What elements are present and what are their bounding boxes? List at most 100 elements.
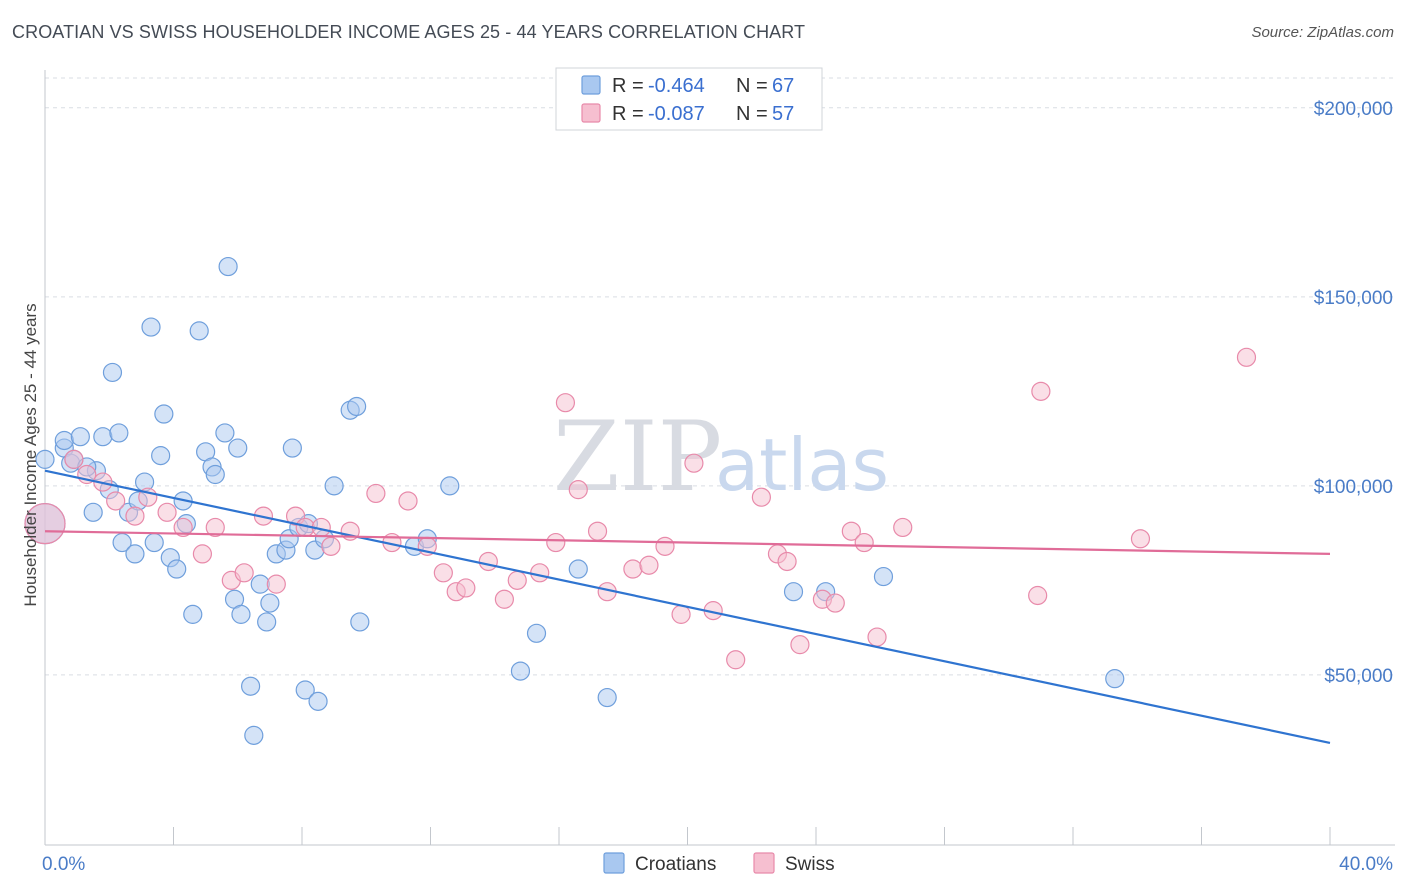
swiss-point-51 bbox=[867, 627, 887, 647]
trend-lines bbox=[44, 469, 1331, 745]
x-tick-label-0: 0.0% bbox=[42, 854, 85, 875]
swiss-point-50 bbox=[854, 532, 874, 553]
croatians-point-47 bbox=[295, 680, 315, 700]
legend-croatians-r-label: R = bbox=[612, 75, 644, 97]
swiss-point-20 bbox=[366, 483, 386, 504]
croatians-point-44 bbox=[282, 438, 302, 458]
legend-swiss-n-value: 57 bbox=[772, 103, 794, 125]
chart-title: CROATIAN VS SWISS HOUSEHOLDER INCOME AGE… bbox=[12, 22, 806, 42]
croatians-point-39 bbox=[257, 612, 277, 632]
swiss-point-27 bbox=[478, 551, 498, 572]
croatians-point-59 bbox=[526, 623, 547, 643]
y-tick-label-1: $100,000 bbox=[1314, 477, 1393, 498]
croatians-point-9 bbox=[93, 427, 113, 447]
legend-swiss-r-value: -0.087 bbox=[648, 103, 705, 125]
top-legend: R = -0.464 N = 67 R = -0.087 N = 57 bbox=[555, 67, 823, 131]
swiss-point-29 bbox=[507, 570, 527, 590]
croatians-point-19 bbox=[144, 532, 164, 553]
swiss-point-8 bbox=[173, 517, 193, 538]
croatians-point-15 bbox=[125, 544, 145, 564]
y-axis-label: Householder Income Ages 25 - 44 years bbox=[21, 303, 40, 606]
croatians-point-32 bbox=[218, 256, 238, 277]
swiss-trend-line bbox=[44, 530, 1331, 556]
swiss-point-33 bbox=[568, 480, 588, 500]
croatians-point-30 bbox=[205, 464, 225, 485]
legend-croatians-n-value: 67 bbox=[772, 75, 794, 97]
swiss-point-32 bbox=[555, 393, 576, 413]
y-tick-labels: $50,000 $100,000 $150,000 $200,000 bbox=[1314, 99, 1393, 687]
swiss-point-53 bbox=[1028, 585, 1048, 606]
croatians-point-18 bbox=[141, 317, 161, 337]
swiss-point-45 bbox=[777, 551, 797, 572]
swiss-point-54 bbox=[1031, 381, 1051, 401]
swiss-point-40 bbox=[684, 453, 704, 473]
croatians-point-34 bbox=[228, 438, 248, 458]
legend-croatians-n-label: N = bbox=[736, 75, 768, 97]
swiss-point-10 bbox=[205, 517, 225, 538]
swiss-point-0 bbox=[24, 503, 66, 545]
swiss-point-36 bbox=[623, 559, 643, 579]
swiss-point-1 bbox=[64, 449, 84, 469]
croatians-point-37 bbox=[244, 725, 264, 745]
swiss-point-9 bbox=[192, 544, 213, 564]
croatians-point-35 bbox=[231, 604, 251, 624]
croatians-point-51 bbox=[324, 476, 344, 496]
croatians-point-21 bbox=[154, 404, 174, 424]
swiss-point-38 bbox=[655, 536, 675, 556]
legend-swiss-swatch bbox=[581, 103, 601, 123]
swiss-point-7 bbox=[157, 502, 177, 522]
croatians-point-38 bbox=[250, 574, 270, 594]
swiss-point-46 bbox=[790, 635, 810, 655]
bottom-legend-croatians-label: Croatians bbox=[635, 854, 716, 875]
swiss-point-56 bbox=[1236, 347, 1257, 367]
bottom-legend-swiss-label: Swiss bbox=[785, 854, 835, 875]
croatians-point-57 bbox=[440, 476, 460, 496]
croatians-point-12 bbox=[109, 423, 129, 443]
swiss-point-26 bbox=[456, 578, 476, 598]
y-tick-label-3: $200,000 bbox=[1314, 99, 1393, 120]
croatians-point-0 bbox=[35, 449, 55, 469]
source-label: Source: ZipAtlas.com bbox=[1251, 24, 1394, 41]
croatians-point-8 bbox=[83, 502, 103, 522]
x-tick-label-1: 40.0% bbox=[1339, 854, 1393, 875]
swiss-point-5 bbox=[125, 506, 145, 526]
swiss-point-37 bbox=[639, 555, 659, 575]
swiss-point-48 bbox=[825, 593, 845, 613]
croatians-point-31 bbox=[215, 423, 235, 443]
croatians-point-26 bbox=[183, 604, 203, 624]
watermark: ZIP atlas bbox=[553, 401, 889, 513]
swiss-point-12 bbox=[234, 563, 254, 583]
croatians-point-60 bbox=[568, 559, 588, 579]
bottom-legend-croatians-swatch bbox=[603, 852, 625, 874]
y-tick-label-2: $150,000 bbox=[1314, 288, 1393, 309]
swiss-point-24 bbox=[433, 563, 453, 583]
croatians-trend-line bbox=[44, 469, 1331, 745]
bottom-legend-swiss-swatch bbox=[753, 852, 775, 874]
swiss-point-39 bbox=[671, 604, 691, 624]
croatians-point-64 bbox=[873, 566, 894, 587]
croatians-point-61 bbox=[597, 687, 617, 708]
watermark-atlas: atlas bbox=[715, 423, 889, 507]
x-tick-labels: 0.0% 40.0% bbox=[42, 854, 1393, 875]
croatians-point-58 bbox=[510, 661, 531, 681]
swiss-point-31 bbox=[546, 532, 566, 553]
legend-swiss-r-label: R = bbox=[612, 103, 644, 125]
croatians-point-53 bbox=[347, 396, 367, 417]
swiss-point-30 bbox=[530, 563, 550, 583]
gridlines bbox=[45, 77, 1395, 676]
swiss-point-22 bbox=[398, 491, 418, 511]
swiss-point-34 bbox=[587, 521, 608, 541]
croatians-point-65 bbox=[1105, 669, 1125, 689]
bottom-legend: Croatians Swiss bbox=[603, 852, 835, 875]
croatians-point-40 bbox=[260, 593, 280, 613]
croatians-point-23 bbox=[167, 559, 187, 579]
croatians-point-49 bbox=[308, 691, 328, 711]
swiss-point-4 bbox=[106, 491, 126, 511]
croatians-point-27 bbox=[189, 321, 209, 341]
swiss-point-55 bbox=[1130, 529, 1151, 549]
croatians-point-20 bbox=[151, 446, 171, 466]
y-tick-label-0: $50,000 bbox=[1324, 666, 1393, 687]
swiss-point-28 bbox=[494, 589, 514, 609]
swiss-point-18 bbox=[321, 536, 341, 556]
croatians-point-36 bbox=[241, 676, 261, 696]
